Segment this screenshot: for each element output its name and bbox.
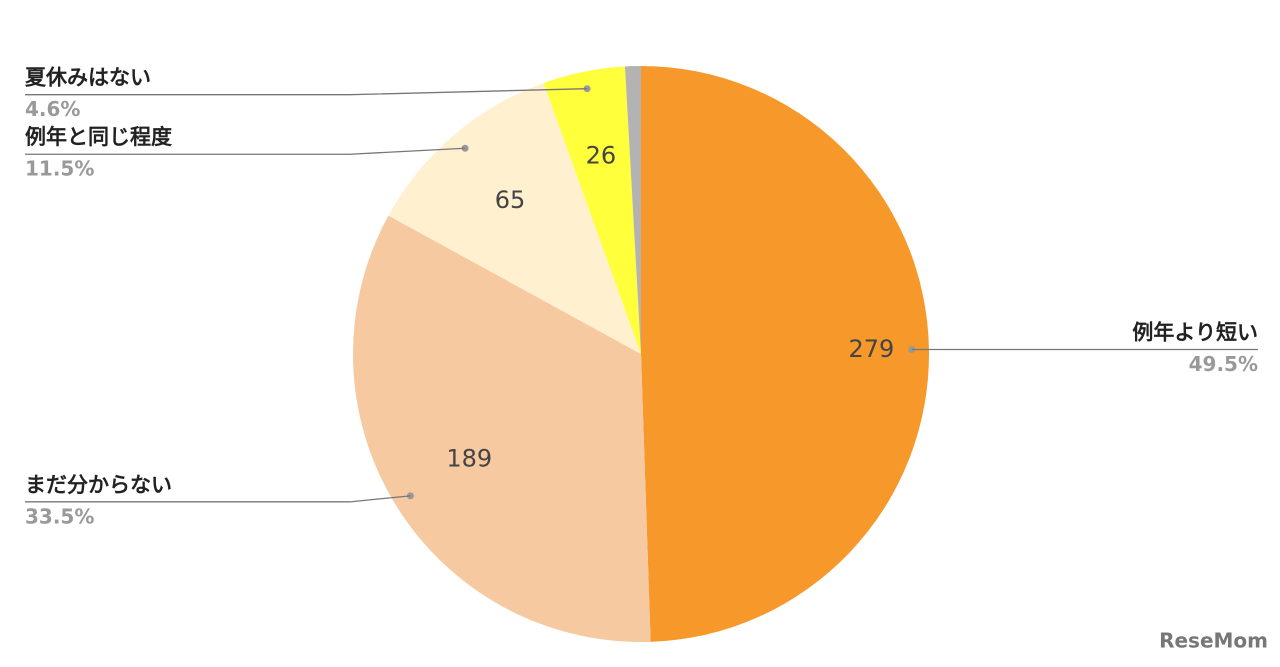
percent-label: 4.6% <box>25 97 80 121</box>
leader-line <box>25 147 466 155</box>
leader-line <box>25 495 411 503</box>
category-label: まだ分からない <box>25 473 172 497</box>
pie-slice <box>352 215 651 642</box>
category-label: 夏休みはない <box>25 66 151 90</box>
category-label: 例年より短い <box>1132 320 1258 344</box>
pie-slice <box>388 83 641 354</box>
percent-label: 33.5% <box>25 504 94 528</box>
value-label: 26 <box>586 141 617 169</box>
value-label: 189 <box>446 445 492 473</box>
percent-label: 49.5% <box>1189 352 1258 376</box>
category-label: 例年と同じ程度 <box>25 125 172 149</box>
value-label: 279 <box>848 335 894 363</box>
pie-slice <box>641 66 930 642</box>
value-label: 65 <box>495 186 526 214</box>
leader-line <box>25 88 588 96</box>
percent-label: 11.5% <box>25 157 94 181</box>
pie-slice <box>624 66 641 354</box>
pie-slice <box>543 66 641 354</box>
watermark: ReseMom <box>1159 629 1268 653</box>
